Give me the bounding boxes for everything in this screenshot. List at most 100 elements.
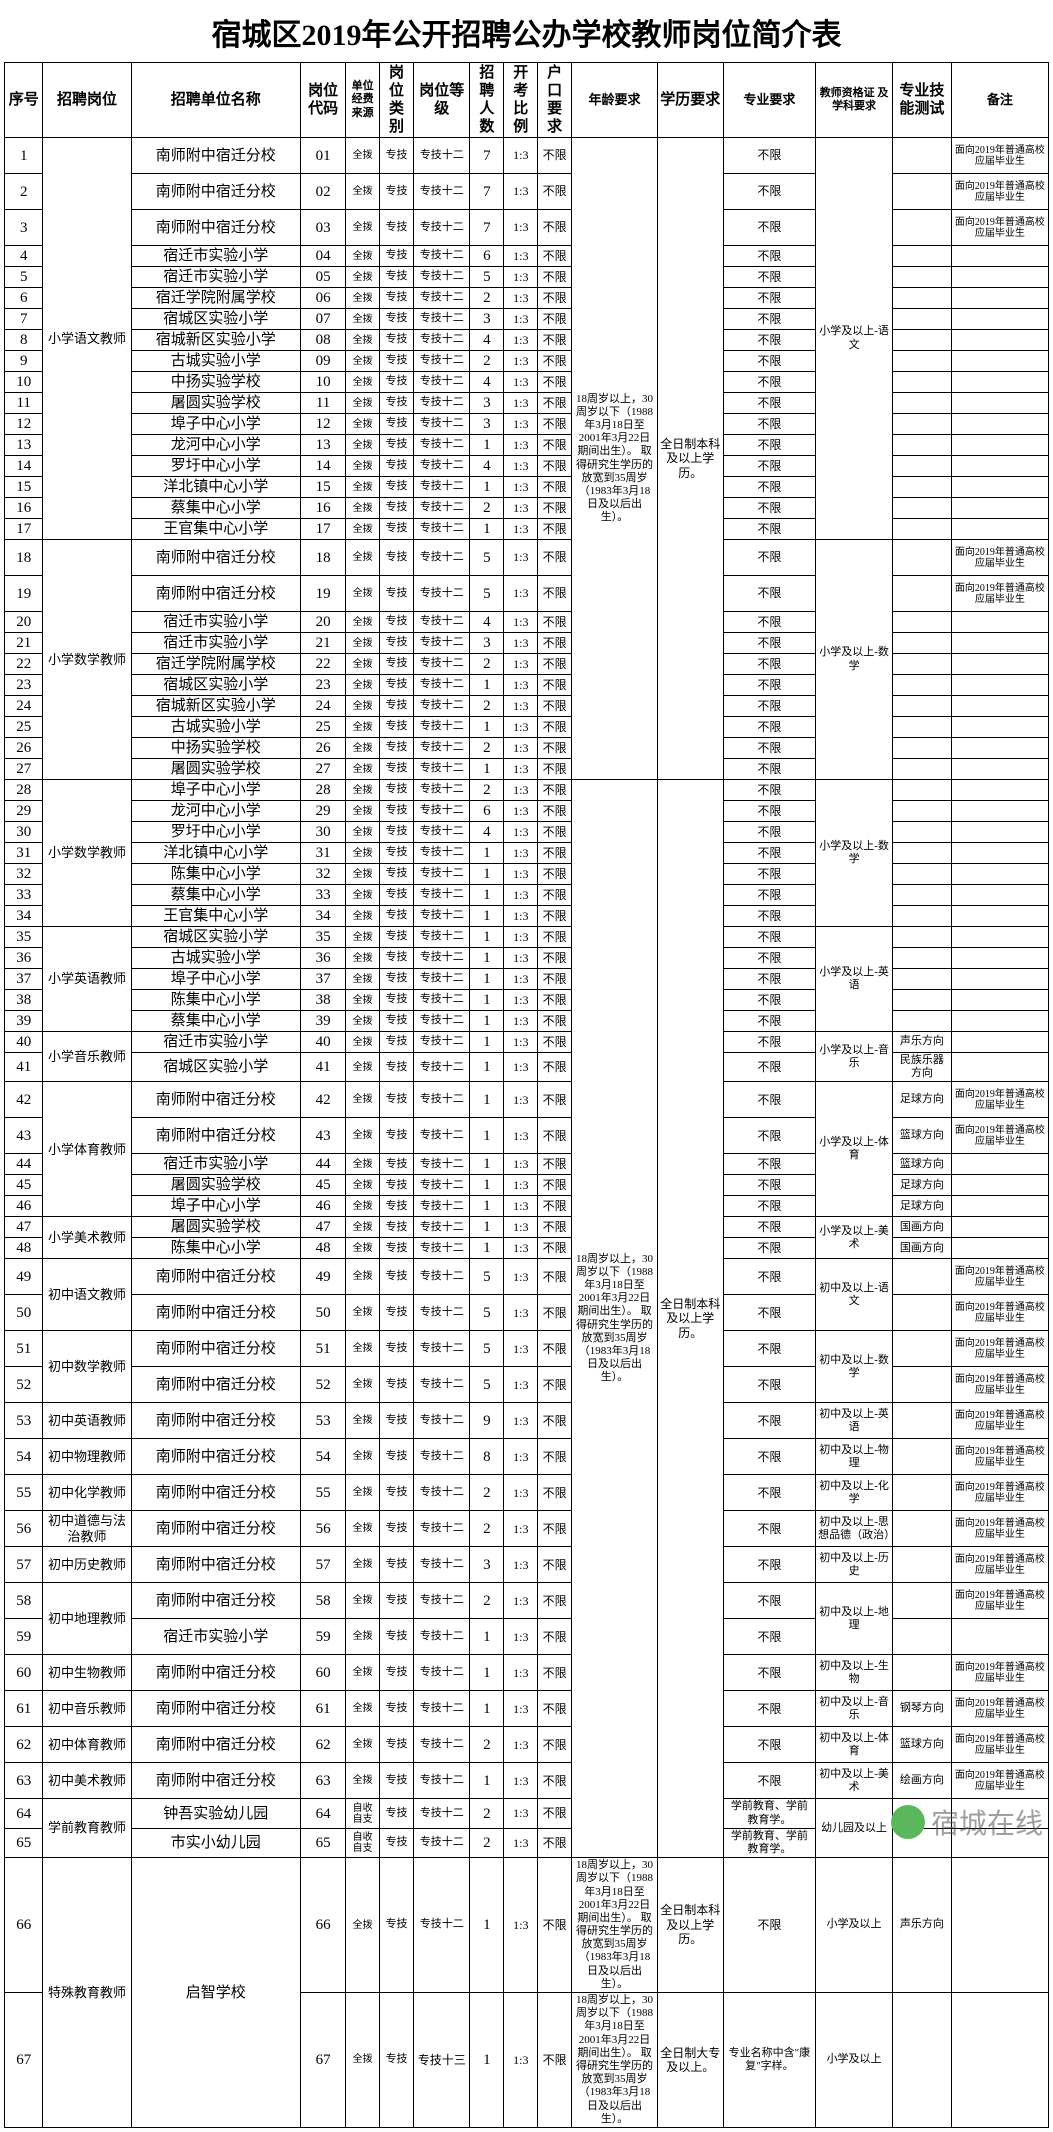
cell: 35 <box>301 927 346 948</box>
cell: 专技 <box>380 906 414 927</box>
cell: 小学及以上-语文 <box>816 138 893 540</box>
cell: 1 <box>470 1032 504 1053</box>
cell: 面向2019年普通高校应届毕业生 <box>951 210 1048 246</box>
cell: 全拨 <box>346 1858 380 1993</box>
cell: 南师附中宿迁分校 <box>131 1655 300 1691</box>
cell: 专技 <box>380 576 414 612</box>
cell <box>951 1993 1048 2128</box>
cell: 40 <box>5 1032 43 1053</box>
cell <box>951 780 1048 801</box>
cell: 小学及以上 <box>816 1993 893 2128</box>
cell: 1:3 <box>504 1238 538 1259</box>
cell: 小学及以上-数学 <box>816 540 893 780</box>
cell: 南师附中宿迁分校 <box>131 1511 300 1547</box>
cell: 9 <box>470 1403 504 1439</box>
cell: 专技 <box>380 372 414 393</box>
table-row: 35小学英语教师宿城区实验小学35全拨专技专技十二11:3不限不限小学及以上-英… <box>5 927 1049 948</box>
cell: 不限 <box>723 969 816 990</box>
page-title: 宿城区2019年公开招聘公办学校教师岗位简介表 <box>4 10 1049 54</box>
cell: 2 <box>470 1511 504 1547</box>
cell <box>892 864 951 885</box>
cell: 埠子中心小学 <box>131 1196 300 1217</box>
table-row: 33蔡集中心小学33全拨专技专技十二11:3不限不限 <box>5 885 1049 906</box>
cell <box>892 1259 951 1295</box>
cell: 专技十二 <box>413 969 469 990</box>
cell: 56 <box>301 1511 346 1547</box>
cell: 43 <box>301 1118 346 1154</box>
cell: 不限 <box>723 372 816 393</box>
cell: 2 <box>470 1828 504 1857</box>
cell: 不限 <box>723 885 816 906</box>
cell: 全拨 <box>346 1993 380 2128</box>
cell: 专技十二 <box>413 1367 469 1403</box>
cell <box>892 1475 951 1511</box>
cell: 市实小幼儿园 <box>131 1828 300 1857</box>
table-row: 40小学音乐教师宿迁市实验小学40全拨专技专技十二11:3不限不限小学及以上-音… <box>5 1032 1049 1053</box>
cell: 不限 <box>538 1828 572 1857</box>
cell: 篮球方向 <box>892 1727 951 1763</box>
cell: 1:3 <box>504 1367 538 1403</box>
cell <box>951 477 1048 498</box>
cell: 54 <box>301 1439 346 1475</box>
cell <box>892 1295 951 1331</box>
cell: 5 <box>470 1259 504 1295</box>
cell: 不限 <box>723 780 816 801</box>
cell: 不限 <box>723 1547 816 1583</box>
cell: 罗圩中心小学 <box>131 456 300 477</box>
cell: 23 <box>5 675 43 696</box>
cell: 全拨 <box>346 1403 380 1439</box>
table-row: 13龙河中心小学13全拨专技专技十二11:3不限不限 <box>5 435 1049 456</box>
cell: 面向2019年普通高校应届毕业生 <box>951 1118 1048 1154</box>
cell: 06 <box>301 288 346 309</box>
cell: 4 <box>470 612 504 633</box>
cell: 1:3 <box>504 1619 538 1655</box>
cell: 58 <box>5 1583 43 1619</box>
cell: 面向2019年普通高校应届毕业生 <box>951 576 1048 612</box>
cell: 专技 <box>380 1828 414 1857</box>
cell: 初中地理教师 <box>43 1583 131 1655</box>
cell: 初中及以上-音乐 <box>816 1691 893 1727</box>
cell: 专技十二 <box>413 948 469 969</box>
cell: 45 <box>301 1175 346 1196</box>
cell <box>892 1655 951 1691</box>
cell: 不限 <box>723 1217 816 1238</box>
cell: 2 <box>470 1475 504 1511</box>
cell: 全拨 <box>346 675 380 696</box>
cell: 专技十二 <box>413 1082 469 1118</box>
cell: 篮球方向 <box>892 1118 951 1154</box>
cell: 初中音乐教师 <box>43 1691 131 1727</box>
cell: 1:3 <box>504 864 538 885</box>
cell: 全拨 <box>346 1011 380 1032</box>
cell: 1:3 <box>504 1475 538 1511</box>
cell: 27 <box>301 759 346 780</box>
cell: 不限 <box>723 498 816 519</box>
cell <box>951 717 1048 738</box>
cell: 全拨 <box>346 1175 380 1196</box>
cell: 专技十二 <box>413 654 469 675</box>
cell: 小学英语教师 <box>43 927 131 1032</box>
cell: 41 <box>301 1053 346 1082</box>
cell: 南师附中宿迁分校 <box>131 1439 300 1475</box>
cell: 不限 <box>723 696 816 717</box>
cell: 29 <box>301 801 346 822</box>
cell: 全拨 <box>346 843 380 864</box>
cell: 专技 <box>380 864 414 885</box>
cell: 64 <box>5 1799 43 1828</box>
cell <box>951 822 1048 843</box>
cell: 专技十二 <box>413 1858 469 1993</box>
table-row: 45屠圆实验学校45全拨专技专技十二11:3不限不限足球方向 <box>5 1175 1049 1196</box>
cell: 4 <box>470 822 504 843</box>
cell: 面向2019年普通高校应届毕业生 <box>951 1511 1048 1547</box>
cell: 古城实验小学 <box>131 351 300 372</box>
cell: 不限 <box>723 138 816 174</box>
cell: 5 <box>470 1367 504 1403</box>
cell: 面向2019年普通高校应届毕业生 <box>951 1583 1048 1619</box>
cell <box>892 435 951 456</box>
cell: 小学及以上-英语 <box>816 927 893 1032</box>
cell: 04 <box>301 246 346 267</box>
cell: 专技 <box>380 414 414 435</box>
cell: 专技 <box>380 351 414 372</box>
cell: 小学及以上-音乐 <box>816 1032 893 1082</box>
cell: 不限 <box>538 675 572 696</box>
cell: 初中及以上-地理 <box>816 1583 893 1655</box>
